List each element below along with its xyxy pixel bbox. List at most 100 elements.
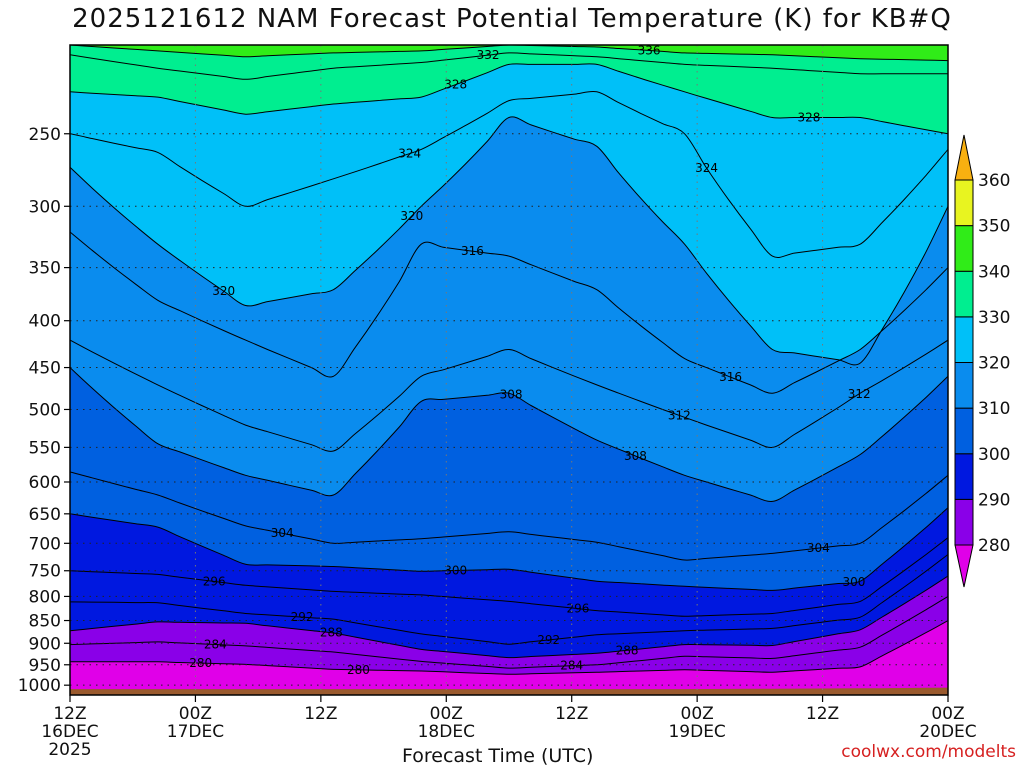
y-tick-label-300: 300 xyxy=(29,197,61,217)
x-tick-label-12: 00Z xyxy=(179,704,212,724)
colorbar-label-320: 320 xyxy=(978,354,1010,374)
y-tick-label-850: 850 xyxy=(29,612,61,632)
colorbar-label-350: 350 xyxy=(978,217,1010,237)
y-tick-label-350: 350 xyxy=(29,259,61,279)
isentrope-label-316-1: 316 xyxy=(719,370,742,384)
colorbar-swatch-1 xyxy=(954,498,974,546)
y-tick-label-900: 900 xyxy=(29,634,61,654)
isentrope-324 xyxy=(70,90,948,258)
isentrope-300 xyxy=(70,507,948,591)
isentrope-288 xyxy=(70,575,948,659)
isentrope-label-300-1: 300 xyxy=(842,575,865,589)
isentrope-label-300-0: 300 xyxy=(444,563,467,577)
x-tick-date-84: 20DEC xyxy=(919,722,976,742)
y-tick-label-600: 600 xyxy=(29,473,61,493)
isentrope-label-288-0: 288 xyxy=(320,626,343,640)
isentrope-layer xyxy=(70,45,948,675)
colorbar-swatch-2 xyxy=(954,453,974,500)
isentrope-label-layer: 280 280 284 284 288 288 292 292 296 296 300 300 304 3… xyxy=(189,44,871,677)
isentrope-label-296-0: 296 xyxy=(203,574,226,588)
y-tick-label-650: 650 xyxy=(29,505,61,525)
y-tick-label-250: 250 xyxy=(29,125,61,145)
isentrope-label-308-1: 308 xyxy=(624,449,647,463)
y-tick-label-550: 550 xyxy=(29,438,61,458)
y-tick-label-700: 700 xyxy=(29,534,61,554)
colorbar-label-290: 290 xyxy=(978,490,1010,510)
isentrope-320 xyxy=(70,116,948,366)
x-tick-year-0: 2025 xyxy=(48,740,91,760)
colorbar-bottom-arrow xyxy=(954,544,974,588)
y-tick-label-1000: 1000 xyxy=(18,676,61,696)
isentrope-label-304-0: 304 xyxy=(271,526,294,540)
isentrope-label-280-0: 280 xyxy=(189,656,212,670)
isentrope-label-320-0: 320 xyxy=(212,284,235,298)
isentrope-label-288-1: 288 xyxy=(616,643,639,657)
x-tick-label-24: 12Z xyxy=(304,704,337,724)
isentrope-label-328-1: 328 xyxy=(798,111,821,125)
colorbar-swatch-4 xyxy=(954,362,974,409)
x-tick-label-48: 12Z xyxy=(555,704,588,724)
colorbar-label-330: 330 xyxy=(978,308,1010,328)
grid-layer xyxy=(70,45,948,695)
x-tick-label-36: 00Z xyxy=(430,704,463,724)
isentrope-296 xyxy=(70,537,948,617)
y-tick-label-750: 750 xyxy=(29,562,61,582)
x-tick-label-84: 00Z xyxy=(931,704,964,724)
x-axis-label: Forecast Time (UTC) xyxy=(402,745,594,767)
isentrope-label-284-1: 284 xyxy=(560,659,583,673)
fill-band-280 xyxy=(70,620,948,695)
y-axis: 2503003504004505005506006507007508008509… xyxy=(18,125,70,696)
x-tick-date-36: 18DEC xyxy=(418,722,475,742)
colorbar-label-280: 280 xyxy=(978,536,1010,556)
x-tick-date-0: 16DEC xyxy=(41,722,98,742)
x-tick-date-60: 19DEC xyxy=(668,722,725,742)
isentrope-316 xyxy=(70,231,948,394)
colorbar: 280 290 300 310 320 330 340 350 360 xyxy=(954,134,1010,588)
ground-surface xyxy=(70,687,948,695)
colorbar-swatch-7 xyxy=(954,225,974,272)
isentrope-336 xyxy=(70,45,948,62)
isentrope-label-284-0: 284 xyxy=(204,638,227,652)
isentrope-label-292-0: 292 xyxy=(291,610,314,624)
colorbar-label-340: 340 xyxy=(978,262,1010,282)
isentrope-label-312-0: 312 xyxy=(668,408,691,422)
isentrope-label-308-0: 308 xyxy=(500,387,523,401)
isentrope-label-336-0: 336 xyxy=(638,44,661,58)
isentrope-292 xyxy=(70,554,948,645)
x-tick-label-0: 12Z xyxy=(53,704,86,724)
isentrope-label-328-0: 328 xyxy=(444,78,467,92)
colorbar-swatch-5 xyxy=(954,316,974,363)
x-tick-date-12: 17DEC xyxy=(167,722,224,742)
isentrope-label-332-0: 332 xyxy=(477,48,500,62)
y-tick-label-400: 400 xyxy=(29,312,61,332)
isentrope-label-292-1: 292 xyxy=(537,633,560,647)
isentrope-label-312-1: 312 xyxy=(848,387,871,401)
isentrope-328 xyxy=(70,63,948,135)
isentrope-308 xyxy=(70,367,948,502)
y-tick-label-500: 500 xyxy=(29,400,61,420)
isentrope-label-304-1: 304 xyxy=(807,541,830,555)
colorbar-label-360: 360 xyxy=(978,171,1010,191)
isentrope-label-320-1: 320 xyxy=(400,209,423,223)
isentrope-332 xyxy=(70,52,948,80)
colorbar-swatch-8 xyxy=(954,179,974,227)
colorbar-label-310: 310 xyxy=(978,399,1010,419)
isentrope-label-316-0: 316 xyxy=(461,244,484,258)
isentrope-label-280-1: 280 xyxy=(347,663,370,677)
y-tick-label-800: 800 xyxy=(29,587,61,607)
source-credit: coolwx.com/modelts xyxy=(841,742,1016,762)
y-tick-label-450: 450 xyxy=(29,359,61,379)
isentrope-280 xyxy=(70,620,948,675)
x-tick-label-60: 00Z xyxy=(681,704,714,724)
isentrope-284 xyxy=(70,595,948,669)
isentrope-312 xyxy=(70,339,948,452)
isentrope-label-324-0: 324 xyxy=(398,146,421,160)
y-tick-label-950: 950 xyxy=(29,656,61,676)
colorbar-swatch-3 xyxy=(954,407,974,455)
colorbar-swatch-6 xyxy=(954,270,974,318)
colorbar-top-arrow xyxy=(954,134,974,181)
isentrope-label-296-1: 296 xyxy=(567,602,590,616)
plot-frame xyxy=(69,44,949,696)
